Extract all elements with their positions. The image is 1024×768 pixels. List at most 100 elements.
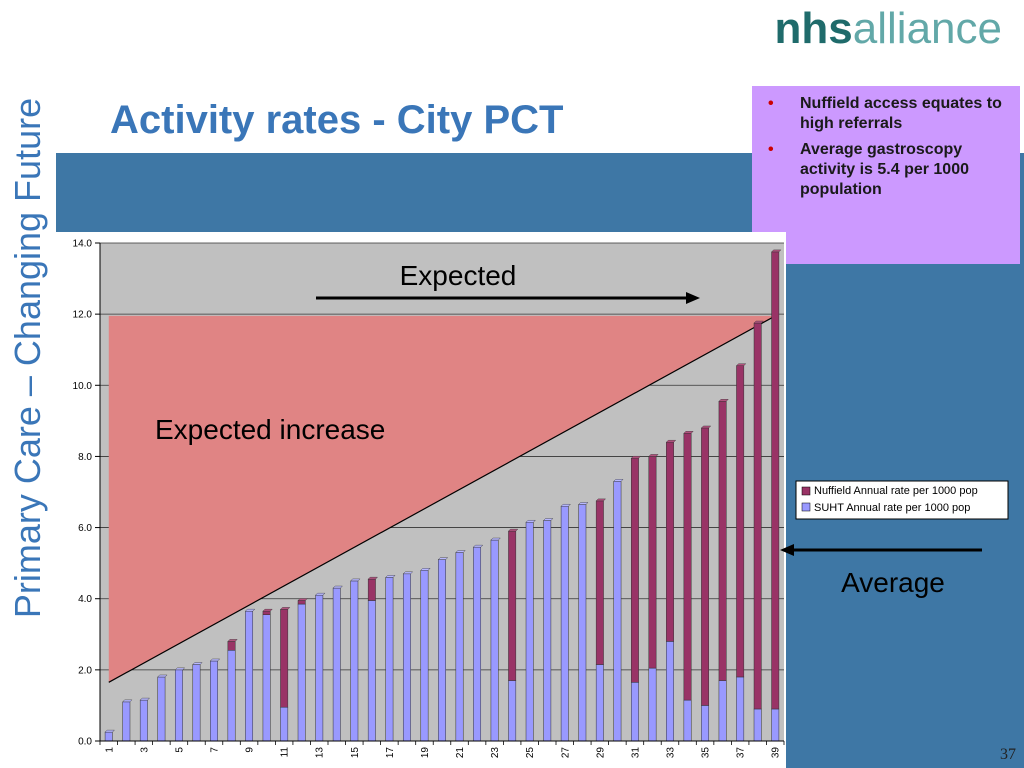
x-tick-label: 35 xyxy=(701,747,712,759)
bar-nuffield xyxy=(227,641,236,651)
note-item: • Average gastroscopy activity is 5.4 per… xyxy=(760,140,1014,200)
x-tick-label: 21 xyxy=(455,747,466,759)
bar-cap xyxy=(753,320,764,324)
bar-suht xyxy=(367,600,376,742)
bar-cap xyxy=(630,456,642,459)
bar-cap xyxy=(192,662,203,665)
bar-nuffield xyxy=(630,457,639,683)
bar-cap xyxy=(104,729,115,733)
note-text: Nuffield access equates to high referral… xyxy=(800,95,1002,132)
bar-nuffield xyxy=(753,322,762,710)
bar-suht xyxy=(648,667,657,742)
bar-suht xyxy=(701,705,710,742)
bar-cap xyxy=(735,363,747,366)
y-tick-label: 8.0 xyxy=(78,452,92,463)
bar-nuffield xyxy=(683,433,692,701)
y-tick-label: 0.0 xyxy=(78,737,92,748)
bar-cap xyxy=(157,674,168,678)
x-tick-label: 33 xyxy=(666,747,677,759)
average-label: Average xyxy=(841,567,945,598)
x-tick-label: 31 xyxy=(630,747,641,759)
bar-cap xyxy=(262,608,273,612)
bar-suht xyxy=(385,577,394,742)
bar-cap xyxy=(718,399,729,402)
bar-nuffield xyxy=(262,610,271,615)
bar-cap xyxy=(543,518,554,521)
bar-cap xyxy=(174,667,186,671)
x-tick-label: 27 xyxy=(560,747,571,759)
bar-suht xyxy=(490,539,499,742)
bar-suht xyxy=(315,594,324,742)
bar-suht xyxy=(666,641,674,742)
bar-nuffield xyxy=(736,365,745,678)
bar-cap xyxy=(771,249,782,253)
bar-nuffield xyxy=(666,441,674,642)
bar-suht xyxy=(771,708,780,742)
x-tick-label: 11 xyxy=(280,747,291,758)
bar-suht xyxy=(192,664,201,742)
bar-suht xyxy=(174,669,183,742)
bar-suht xyxy=(420,570,429,742)
legend: Nuffield Annual rate per 1000 pop SUHT A… xyxy=(795,480,1009,520)
bar-cap xyxy=(279,607,291,610)
y-tick-label: 6.0 xyxy=(78,523,92,534)
note-text: Average gastroscopy activity is 5.4 per … xyxy=(800,141,969,198)
legend-label-suht: SUHT Annual rate per 1000 pop xyxy=(814,502,970,514)
x-tick-label: 1 xyxy=(104,747,115,753)
x-tick-label: 19 xyxy=(420,747,431,759)
bar-suht xyxy=(753,708,762,742)
x-tick-label: 29 xyxy=(595,747,606,759)
bar-suht xyxy=(262,614,271,742)
bar-nuffield xyxy=(771,251,780,710)
bar-cap xyxy=(472,544,484,548)
bullet-icon: • xyxy=(768,141,774,158)
y-tick-label: 14.0 xyxy=(73,239,93,250)
bar-suht xyxy=(543,520,552,742)
x-axis: 1 3 5 7 9 11 13 15 17 19 21 23 25 27 29 31 33 35 37 39 xyxy=(99,740,785,759)
bar-suht xyxy=(613,481,622,742)
slide-title: Activity rates - City PCT xyxy=(110,98,564,142)
expected-increase-label: Expected increase xyxy=(155,414,385,445)
page-number: 37 xyxy=(1000,746,1016,763)
x-tick-label: 15 xyxy=(350,747,361,759)
bar-cap xyxy=(332,585,343,589)
bar-cap xyxy=(385,575,396,578)
bar-suht xyxy=(473,546,482,742)
bar-suht xyxy=(227,650,236,742)
x-tick-label: 23 xyxy=(490,747,501,759)
bar-nuffield xyxy=(367,578,376,601)
bar-suht xyxy=(683,699,692,742)
bar-suht xyxy=(578,504,587,742)
bar-suht xyxy=(104,731,113,742)
bar-nuffield xyxy=(508,530,517,681)
bar-suht xyxy=(508,680,517,742)
bar-cap xyxy=(578,502,589,505)
bar-suht xyxy=(630,682,639,742)
bar-cap xyxy=(507,528,519,532)
expected-arrow-head-icon xyxy=(686,292,700,304)
bar-nuffield xyxy=(648,456,657,669)
legend-label-nuffield: Nuffield Annual rate per 1000 pop xyxy=(814,485,978,497)
x-tick-label: 17 xyxy=(385,747,396,759)
bar-suht xyxy=(245,610,254,742)
side-band xyxy=(0,0,56,768)
legend-swatch-suht xyxy=(801,502,811,512)
bar-cap xyxy=(367,576,379,580)
bar-cap xyxy=(525,520,536,523)
bar-nuffield xyxy=(718,401,727,681)
bar-cap xyxy=(227,639,238,642)
bar-suht xyxy=(332,587,341,742)
bullet-icon: • xyxy=(768,95,774,112)
expected-label: Expected xyxy=(400,260,517,291)
x-tick-label: 9 xyxy=(245,747,256,753)
bar-suht xyxy=(139,699,148,742)
legend-box xyxy=(795,480,1009,520)
x-tick-label: 13 xyxy=(315,747,326,759)
note-item: • Nuffield access equates to high referra… xyxy=(760,94,1014,134)
x-tick-label: 25 xyxy=(525,747,536,759)
bar-suht xyxy=(157,676,166,742)
bar-cap xyxy=(350,578,361,582)
bar-suht xyxy=(402,573,411,742)
bar-suht xyxy=(438,559,446,742)
bar-cap xyxy=(244,608,256,612)
